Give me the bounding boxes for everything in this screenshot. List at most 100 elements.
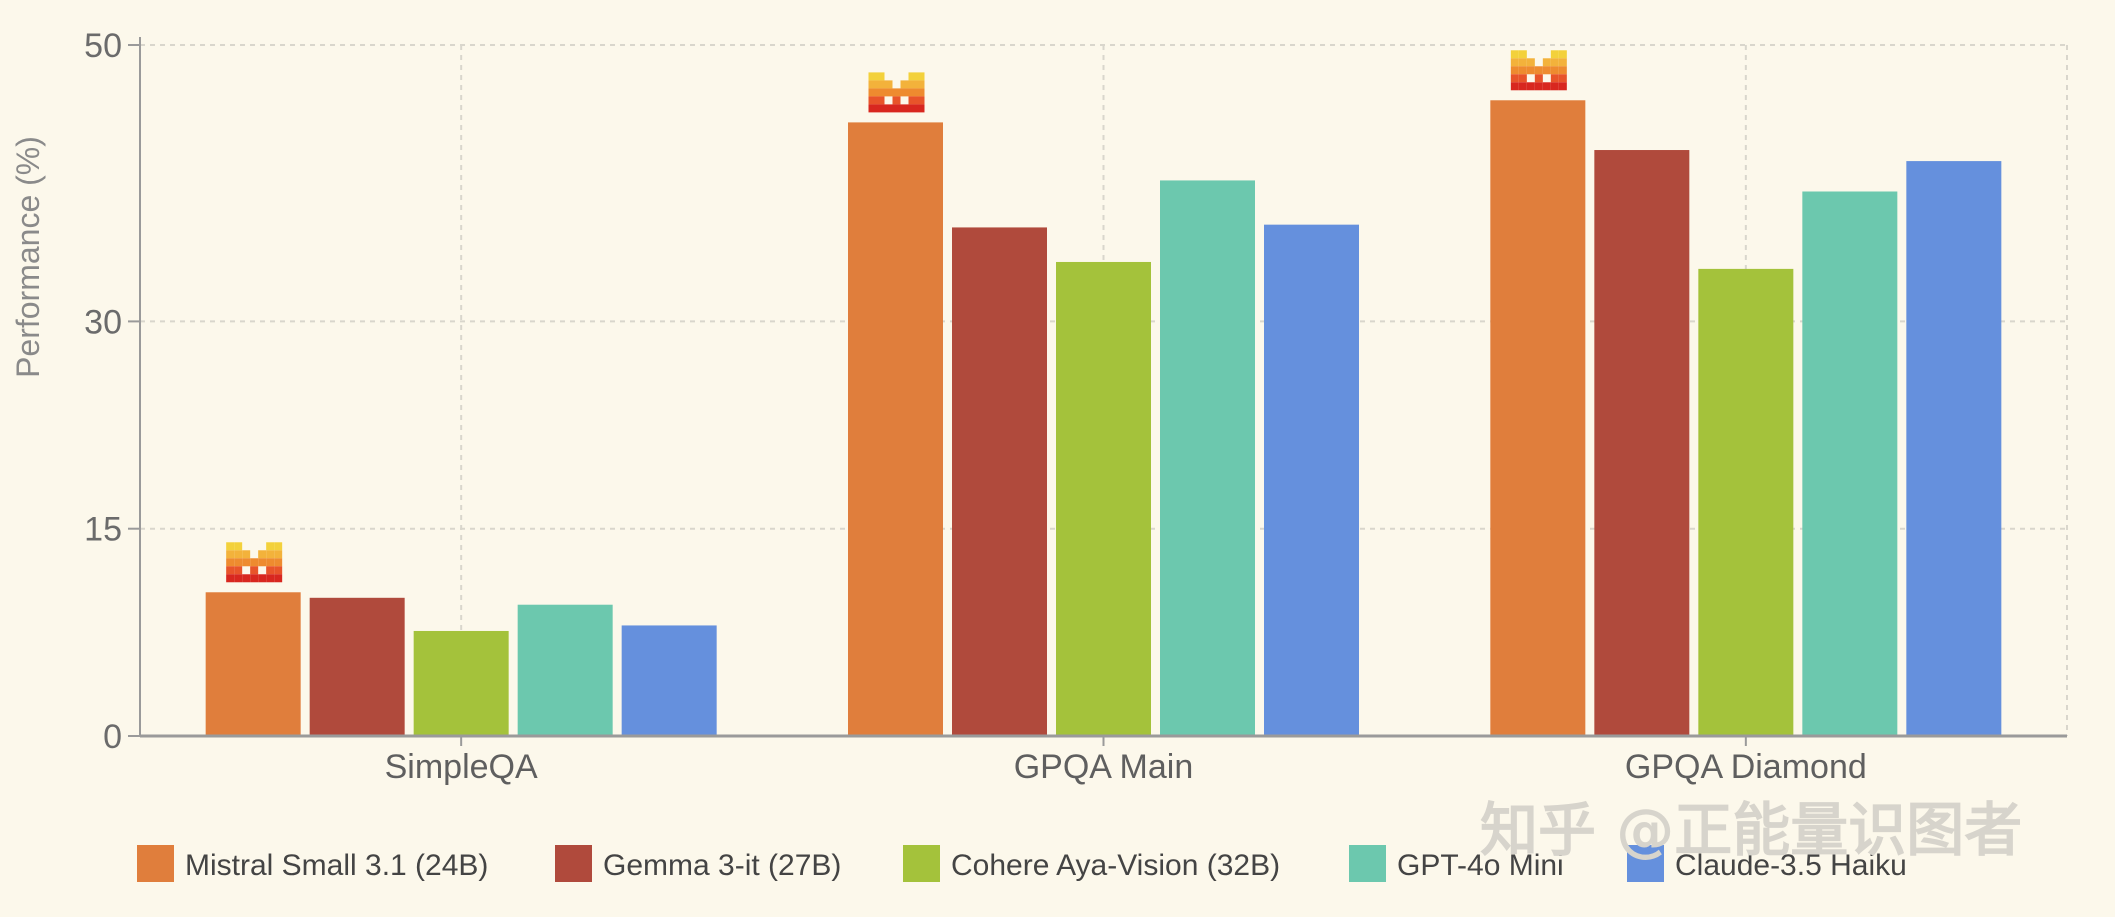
logo-pixel bbox=[1550, 66, 1559, 75]
logo-pixel bbox=[1558, 74, 1567, 83]
logo-pixel bbox=[250, 574, 259, 583]
bar bbox=[1906, 161, 2002, 736]
logo-pixel bbox=[892, 96, 901, 105]
bars bbox=[205, 100, 2002, 737]
logo-pixel bbox=[916, 80, 925, 89]
bar bbox=[621, 625, 717, 736]
logo-pixel bbox=[242, 558, 251, 567]
axes bbox=[128, 37, 2067, 746]
bar bbox=[848, 122, 943, 737]
legend-swatch bbox=[1627, 845, 1664, 882]
logo-pixel bbox=[1534, 66, 1543, 75]
logo-pixel bbox=[876, 80, 885, 89]
logo-pixel bbox=[1510, 82, 1519, 91]
logo-pixel bbox=[908, 88, 917, 97]
bar bbox=[1160, 180, 1255, 736]
logo-pixel bbox=[266, 542, 275, 551]
logo-pixel bbox=[1526, 82, 1535, 91]
legend-label: Cohere Aya-Vision (32B) bbox=[951, 849, 1280, 882]
logo-pixel bbox=[876, 88, 885, 97]
logo-pixel bbox=[242, 574, 251, 583]
legend-label: Gemma 3-it (27B) bbox=[603, 849, 841, 882]
logo-pixel bbox=[1558, 50, 1567, 59]
y-axis-title: Performance (%) bbox=[10, 136, 46, 378]
legend-swatch bbox=[1349, 845, 1386, 882]
logo-pixel bbox=[234, 542, 243, 551]
logo-pixel bbox=[884, 88, 893, 97]
logo-pixel bbox=[1518, 58, 1527, 67]
logo-pixel bbox=[226, 574, 235, 583]
logo-pixel bbox=[908, 80, 917, 89]
logo-pixel bbox=[1542, 66, 1551, 75]
logo-pixel bbox=[234, 566, 243, 575]
logo-pixel bbox=[1534, 74, 1543, 83]
x-category-label: GPQA Diamond bbox=[1625, 748, 1867, 786]
logo-pixel bbox=[266, 550, 275, 559]
mistral-logo-icon bbox=[1510, 50, 1567, 91]
logo-pixel bbox=[274, 550, 283, 559]
logo-pixel bbox=[908, 96, 917, 105]
logo-pixel bbox=[1542, 58, 1551, 67]
logo-pixel bbox=[916, 104, 925, 113]
logo-pixel bbox=[900, 104, 909, 113]
logo-pixel bbox=[892, 88, 901, 97]
x-category-label: GPQA Main bbox=[1014, 748, 1194, 786]
logo-pixel bbox=[916, 96, 925, 105]
logo-pixel bbox=[908, 104, 917, 113]
logo-pixel bbox=[1542, 82, 1551, 91]
logo-pixel bbox=[1558, 82, 1567, 91]
highlight-icons bbox=[226, 50, 1567, 583]
logo-pixel bbox=[274, 542, 283, 551]
logo-pixel bbox=[876, 104, 885, 113]
logo-pixel bbox=[916, 72, 925, 81]
logo-pixel bbox=[1550, 82, 1559, 91]
bar bbox=[1264, 224, 1359, 736]
x-category-label: SimpleQA bbox=[385, 748, 538, 786]
logo-pixel bbox=[916, 88, 925, 97]
logo-pixel bbox=[876, 96, 885, 105]
bar bbox=[1490, 100, 1586, 736]
logo-pixel bbox=[868, 72, 877, 81]
logo-pixel bbox=[226, 558, 235, 567]
logo-pixel bbox=[892, 104, 901, 113]
logo-pixel bbox=[1558, 66, 1567, 75]
logo-pixel bbox=[868, 80, 877, 89]
logo-pixel bbox=[226, 550, 235, 559]
logo-pixel bbox=[234, 558, 243, 567]
logo-pixel bbox=[1558, 58, 1567, 67]
logo-pixel bbox=[884, 104, 893, 113]
logo-pixel bbox=[266, 566, 275, 575]
y-tick-label: 30 bbox=[84, 303, 122, 341]
logo-pixel bbox=[1550, 74, 1559, 83]
logo-pixel bbox=[242, 550, 251, 559]
logo-pixel bbox=[884, 80, 893, 89]
logo-pixel bbox=[1550, 58, 1559, 67]
legend-label: Mistral Small 3.1 (24B) bbox=[185, 849, 488, 882]
logo-pixel bbox=[234, 574, 243, 583]
logo-pixel bbox=[226, 542, 235, 551]
logo-pixel bbox=[1518, 82, 1527, 91]
y-tick-label: 50 bbox=[84, 27, 122, 65]
logo-pixel bbox=[1510, 74, 1519, 83]
bar bbox=[205, 592, 301, 736]
mistral-logo-icon bbox=[868, 72, 925, 113]
legend-swatch bbox=[137, 845, 174, 882]
bar bbox=[1802, 191, 1898, 736]
legend-swatch bbox=[903, 845, 940, 882]
logo-pixel bbox=[274, 574, 283, 583]
logo-pixel bbox=[1518, 74, 1527, 83]
logo-pixel bbox=[900, 88, 909, 97]
bar bbox=[952, 227, 1047, 736]
logo-pixel bbox=[258, 550, 267, 559]
logo-pixel bbox=[868, 96, 877, 105]
logo-pixel bbox=[900, 80, 909, 89]
mistral-logo-icon bbox=[226, 542, 283, 583]
logo-pixel bbox=[274, 558, 283, 567]
bar bbox=[1698, 268, 1794, 736]
logo-pixel bbox=[250, 566, 259, 575]
logo-pixel bbox=[250, 558, 259, 567]
legend-label: GPT-4o Mini bbox=[1397, 849, 1564, 882]
logo-pixel bbox=[1518, 66, 1527, 75]
logo-pixel bbox=[1510, 50, 1519, 59]
